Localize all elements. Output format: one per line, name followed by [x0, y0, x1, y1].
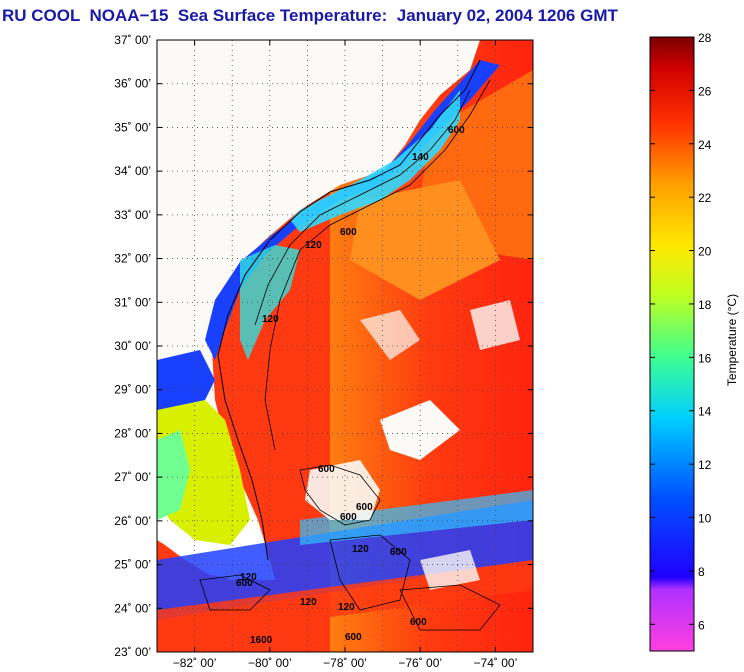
- lon-tick-label: −78˚ 00’: [323, 656, 367, 670]
- map-title: RU COOL NOAA−15 Sea Surface Temperature:…: [2, 6, 618, 25]
- contour-label: 1600: [250, 635, 273, 646]
- colorbar-axis: 28 26 24 22 20 18 16 14 12 10 8 6: [650, 31, 712, 632]
- colorbar-tick-label: 16: [698, 351, 712, 365]
- lat-tick-label: 33˚ 00’: [114, 208, 151, 222]
- latitude-axis: 37˚ 00’ 36˚ 00’ 35˚ 00’ 34˚ 00’ 33˚ 00’ 32˚ 0…: [114, 33, 533, 659]
- lat-tick-label: 32˚ 00’: [114, 252, 151, 266]
- contour-label: 140: [412, 152, 429, 163]
- lat-tick-label: 26˚ 00’: [114, 514, 151, 528]
- contour-label: 600: [340, 512, 357, 523]
- colorbar-tick-label: 14: [698, 405, 712, 419]
- colorbar-tick-label: 28: [698, 31, 712, 45]
- colorbar-tick-label: 12: [698, 458, 712, 472]
- lon-tick-label: −80˚ 00’: [248, 656, 292, 670]
- colorbar-tick-label: 6: [698, 618, 705, 632]
- lat-tick-label: 23˚ 00’: [114, 645, 151, 659]
- contour-label: 120: [262, 314, 279, 325]
- colorbar-tick-label: 26: [698, 84, 712, 98]
- lon-tick-label: −82˚ 00’: [173, 656, 217, 670]
- lat-tick-label: 36˚ 00’: [114, 77, 151, 91]
- lat-tick-label: 24˚ 00’: [114, 601, 151, 615]
- contour-label: 600: [340, 227, 357, 238]
- contour-label: 600: [390, 547, 407, 558]
- contour-label: 120: [338, 602, 355, 613]
- contour-label: 120: [305, 240, 322, 251]
- lat-tick-label: 37˚ 00’: [114, 33, 151, 47]
- lat-tick-label: 27˚ 00’: [114, 470, 151, 484]
- longitude-axis: −82˚ 00’ −80˚ 00’ −78˚ 00’ −76˚ 00’ −74˚ 00’: [173, 40, 518, 670]
- colorbar-tick-label: 10: [698, 512, 712, 526]
- lon-tick-label: −74˚ 00’: [474, 656, 518, 670]
- contour-label: 600: [345, 632, 362, 643]
- contour-label: 600: [410, 617, 427, 628]
- lat-tick-label: 25˚ 00’: [114, 558, 151, 572]
- colorbar-tick-label: 8: [698, 565, 705, 579]
- colorbar-tick-label: 18: [698, 298, 712, 312]
- colorbar: [649, 36, 695, 652]
- colorbar-label: Temperature (°C): [725, 294, 739, 386]
- contour-label: 120: [352, 544, 369, 555]
- colorbar-tick-label: 22: [698, 191, 712, 205]
- colorbar-tick-label: 20: [698, 245, 712, 259]
- lat-tick-label: 31˚ 00’: [114, 295, 151, 309]
- lat-tick-label: 28˚ 00’: [114, 426, 151, 440]
- contour-label: 120: [300, 597, 317, 608]
- colorbar-tick-label: 24: [698, 138, 712, 152]
- lat-tick-label: 29˚ 00’: [114, 383, 151, 397]
- contour-label: 600: [356, 502, 373, 513]
- contour-label: 600: [236, 578, 253, 589]
- land-mass: [157, 40, 480, 580]
- contour-label: 600: [448, 125, 465, 136]
- contour-label: 600: [318, 464, 335, 475]
- lon-tick-label: −76˚ 00’: [398, 656, 442, 670]
- contour-label: 120: [240, 572, 257, 583]
- map-gridlines: [157, 40, 533, 652]
- lat-tick-label: 35˚ 00’: [114, 120, 151, 134]
- lat-tick-label: 34˚ 00’: [114, 164, 151, 178]
- lat-tick-label: 30˚ 00’: [114, 339, 151, 353]
